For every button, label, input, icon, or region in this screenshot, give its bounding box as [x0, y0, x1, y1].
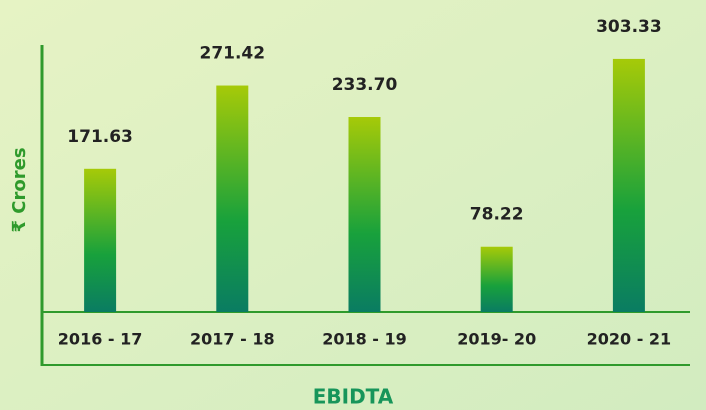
value-label: 233.70 [332, 75, 398, 95]
x-tick-label: 2018 - 19 [322, 330, 407, 349]
bar [84, 168, 117, 312]
value-label: 271.42 [199, 44, 265, 64]
x-tick-label: 2017 - 18 [190, 330, 275, 349]
x-tick-label: 2020 - 21 [587, 330, 672, 349]
value-label: 303.33 [596, 17, 662, 37]
bar [216, 85, 249, 312]
x-tick-label: 2019- 20 [457, 330, 536, 349]
x-tick-label: 2016 - 17 [58, 330, 143, 349]
bar [612, 58, 645, 313]
y-axis-label: ₹ Crores [9, 147, 30, 232]
value-label: 78.22 [470, 205, 524, 225]
bar [348, 117, 381, 312]
value-label: 171.63 [67, 127, 133, 147]
chart-title: EBIDTA [313, 385, 394, 409]
bar [480, 246, 513, 312]
